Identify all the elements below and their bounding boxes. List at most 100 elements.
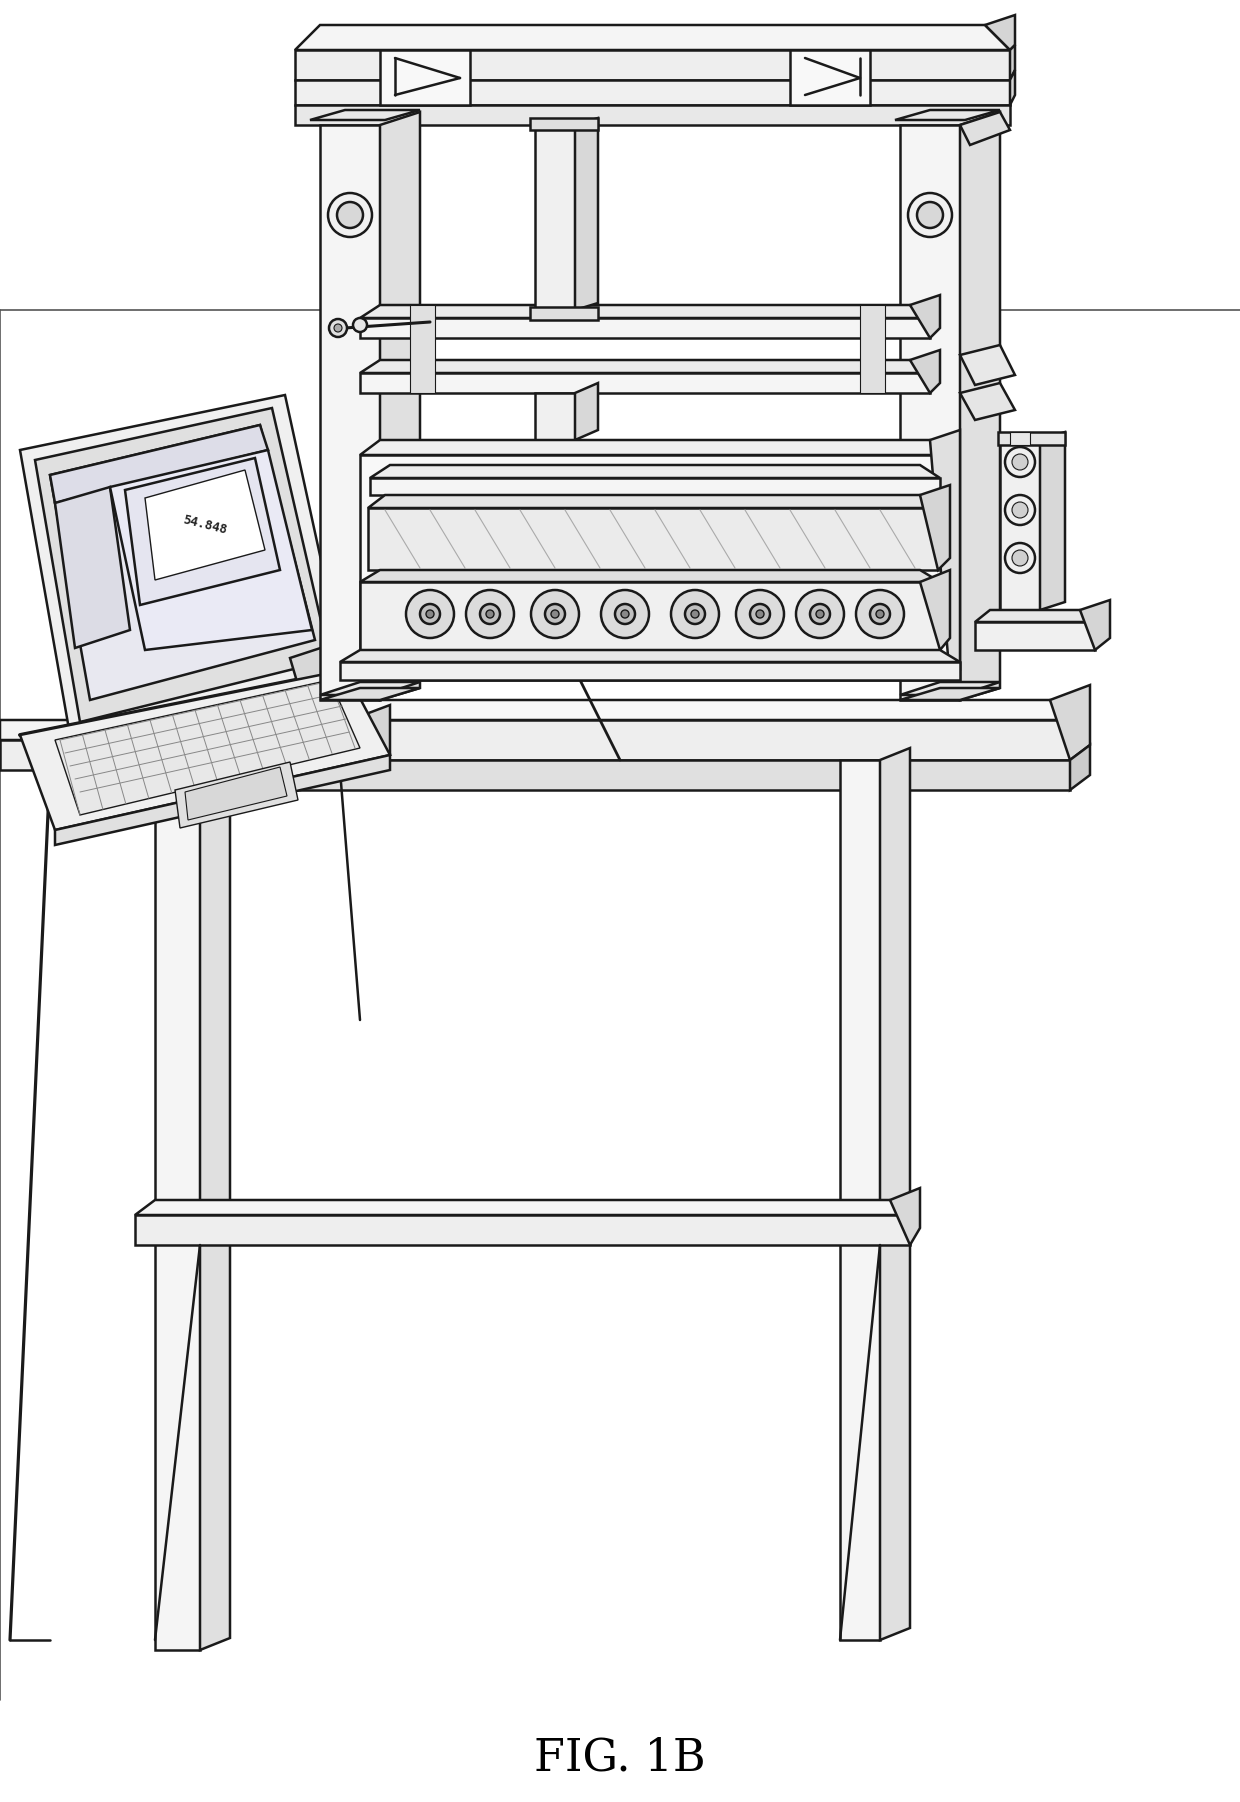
Circle shape <box>546 604 565 623</box>
Circle shape <box>405 589 454 638</box>
Polygon shape <box>55 679 360 815</box>
Polygon shape <box>55 755 391 845</box>
Circle shape <box>856 589 904 638</box>
Polygon shape <box>135 1215 910 1245</box>
Circle shape <box>329 319 347 337</box>
Circle shape <box>427 611 434 618</box>
Polygon shape <box>155 760 1070 789</box>
Polygon shape <box>920 569 950 651</box>
Polygon shape <box>370 478 940 496</box>
Polygon shape <box>379 112 420 699</box>
Circle shape <box>601 589 649 638</box>
Circle shape <box>684 604 706 623</box>
Polygon shape <box>20 670 391 831</box>
Polygon shape <box>295 50 1011 79</box>
Polygon shape <box>975 622 1095 651</box>
Polygon shape <box>35 407 330 723</box>
Polygon shape <box>360 360 930 373</box>
Polygon shape <box>0 741 370 769</box>
Polygon shape <box>790 50 870 105</box>
Polygon shape <box>360 569 940 582</box>
Polygon shape <box>1011 70 1016 105</box>
Polygon shape <box>910 350 940 393</box>
Polygon shape <box>960 112 999 699</box>
Polygon shape <box>360 317 930 339</box>
Polygon shape <box>360 454 950 679</box>
Circle shape <box>621 611 629 618</box>
Circle shape <box>466 589 515 638</box>
Polygon shape <box>1040 432 1065 611</box>
Circle shape <box>486 611 494 618</box>
Polygon shape <box>930 431 960 679</box>
Polygon shape <box>960 384 1016 420</box>
Circle shape <box>531 589 579 638</box>
Polygon shape <box>310 110 420 121</box>
Polygon shape <box>1011 432 1030 445</box>
Circle shape <box>750 604 770 623</box>
Polygon shape <box>340 661 960 679</box>
Polygon shape <box>900 124 960 699</box>
Polygon shape <box>534 393 575 440</box>
Polygon shape <box>20 395 345 735</box>
Text: FIG. 1B: FIG. 1B <box>534 1737 706 1780</box>
Circle shape <box>353 317 367 332</box>
Circle shape <box>334 324 342 332</box>
Polygon shape <box>529 117 598 130</box>
Polygon shape <box>920 485 950 569</box>
Circle shape <box>756 611 764 618</box>
Polygon shape <box>910 296 940 339</box>
Circle shape <box>551 611 559 618</box>
Polygon shape <box>320 124 379 699</box>
Polygon shape <box>320 699 355 760</box>
Circle shape <box>337 202 363 229</box>
Polygon shape <box>575 117 598 310</box>
Polygon shape <box>360 305 930 317</box>
Circle shape <box>691 611 699 618</box>
Polygon shape <box>960 112 1011 144</box>
Circle shape <box>671 589 719 638</box>
Polygon shape <box>575 384 598 440</box>
Polygon shape <box>1070 744 1090 789</box>
Polygon shape <box>135 1200 910 1215</box>
Polygon shape <box>360 582 940 651</box>
Text: 54.848: 54.848 <box>181 514 228 537</box>
Circle shape <box>1012 503 1028 517</box>
Polygon shape <box>985 14 1016 50</box>
Polygon shape <box>900 681 999 696</box>
Circle shape <box>615 604 635 623</box>
Polygon shape <box>145 470 265 580</box>
Polygon shape <box>861 305 885 393</box>
Polygon shape <box>975 611 1095 622</box>
Polygon shape <box>295 105 1011 124</box>
Polygon shape <box>534 124 575 310</box>
Polygon shape <box>880 748 910 1640</box>
Polygon shape <box>529 306 598 321</box>
Polygon shape <box>155 789 200 1651</box>
Circle shape <box>1012 550 1028 566</box>
Circle shape <box>1004 447 1035 478</box>
Circle shape <box>420 604 440 623</box>
Polygon shape <box>368 496 937 508</box>
Circle shape <box>918 202 942 229</box>
Polygon shape <box>360 440 950 454</box>
Circle shape <box>810 604 830 623</box>
Polygon shape <box>55 487 130 649</box>
Polygon shape <box>1080 600 1110 651</box>
Circle shape <box>870 604 890 623</box>
Polygon shape <box>50 425 315 699</box>
Polygon shape <box>370 465 940 478</box>
Polygon shape <box>50 425 268 503</box>
Polygon shape <box>125 458 280 605</box>
Polygon shape <box>960 344 1016 386</box>
Polygon shape <box>890 1188 920 1245</box>
Polygon shape <box>360 373 930 393</box>
Circle shape <box>329 193 372 238</box>
Circle shape <box>1012 454 1028 470</box>
Polygon shape <box>998 432 1065 445</box>
Polygon shape <box>200 778 229 1651</box>
Polygon shape <box>1050 685 1090 760</box>
Polygon shape <box>185 768 286 820</box>
Polygon shape <box>0 721 370 741</box>
Circle shape <box>737 589 784 638</box>
Polygon shape <box>135 699 1070 721</box>
